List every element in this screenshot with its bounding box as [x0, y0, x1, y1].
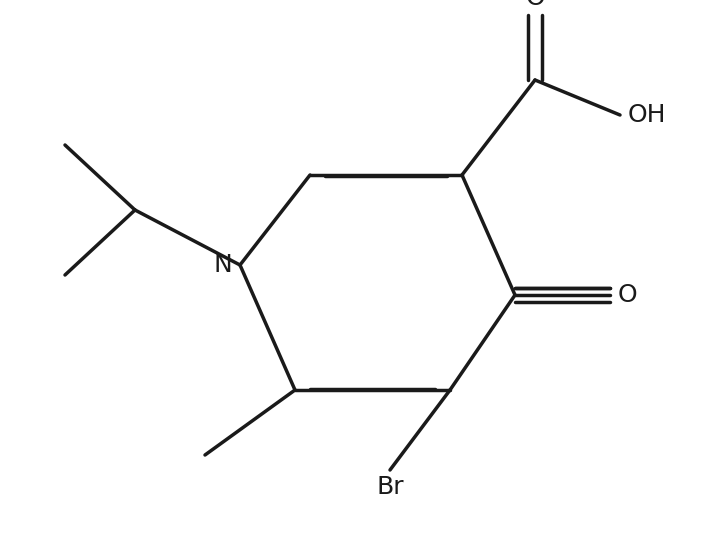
Text: O: O	[526, 0, 545, 10]
Text: O: O	[618, 283, 638, 307]
Text: N: N	[213, 253, 232, 277]
Text: Br: Br	[376, 475, 404, 499]
Text: OH: OH	[628, 103, 666, 127]
